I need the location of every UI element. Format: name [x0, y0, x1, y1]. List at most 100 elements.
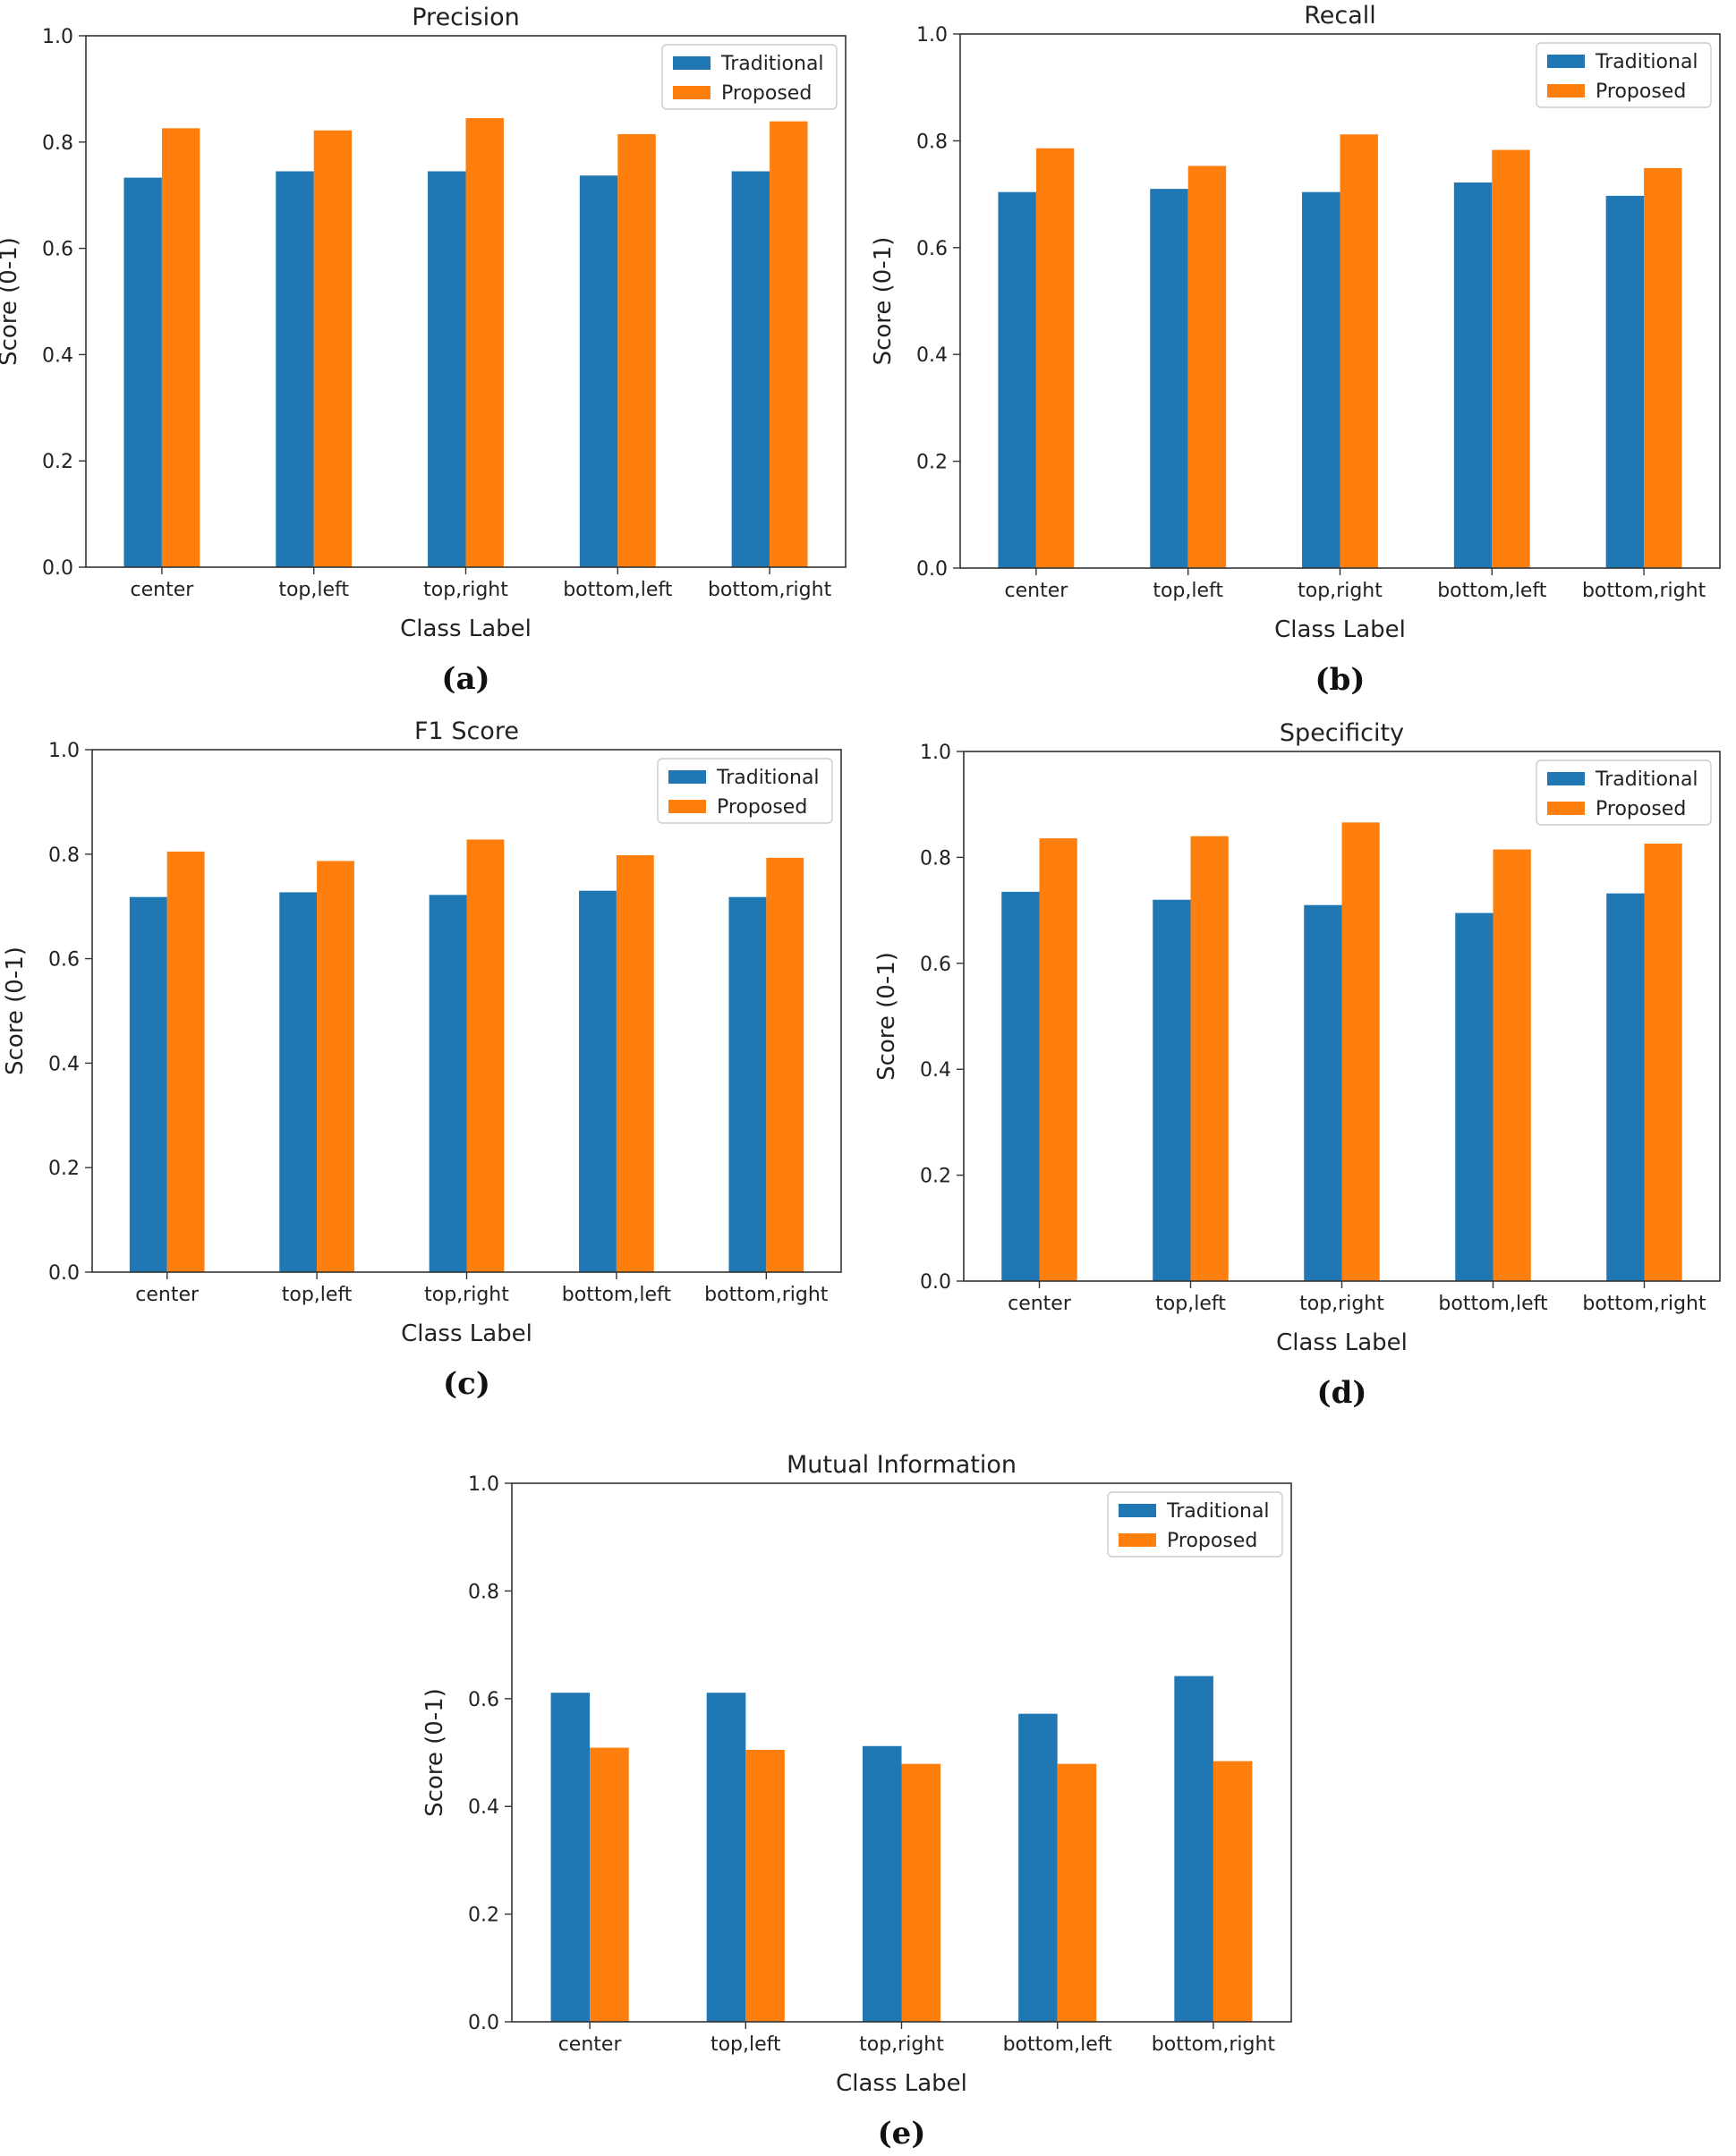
y-axis-label: Score (0-1) — [421, 1688, 448, 1817]
y-tick-label: 0.6 — [468, 1689, 499, 1711]
legend-label-traditional: Traditional — [1595, 51, 1698, 73]
bar-proposed-3 — [466, 839, 505, 1272]
chart-recall: 0.0 0.2 0.4 0.6 0.8 1.0 center top,left top,righ… — [870, 2, 1721, 698]
bar-proposed-2 — [745, 1749, 785, 2022]
bar-traditional-3 — [1302, 191, 1340, 568]
bar-traditional-2 — [1153, 899, 1191, 1281]
x-tick-label: center — [135, 1284, 200, 1306]
bar-proposed-3 — [465, 118, 504, 567]
y-tick-label: 0.4 — [468, 1796, 499, 1819]
bar-traditional-1 — [123, 177, 162, 567]
legend-label-proposed: Proposed — [717, 796, 807, 819]
y-tick-label: 0.0 — [48, 1262, 80, 1285]
bar-proposed-4 — [616, 854, 654, 1272]
panel-caption: (c) — [443, 1366, 490, 1402]
legend-swatch-traditional — [668, 770, 706, 784]
panel-caption: (b) — [1315, 662, 1366, 698]
x-axis-label: Class Label — [401, 1320, 532, 1347]
bar-traditional-1 — [550, 1693, 591, 2022]
panel-caption: (a) — [441, 661, 489, 697]
y-tick-label: 0.8 — [42, 132, 73, 155]
legend-swatch-traditional — [1119, 1504, 1156, 1517]
bar-proposed-2 — [1190, 836, 1229, 1281]
y-tick-label: 0.4 — [920, 1059, 951, 1082]
bar-traditional-1 — [1001, 891, 1040, 1281]
bar-traditional-2 — [1150, 189, 1188, 568]
bar-traditional-4 — [1455, 912, 1493, 1281]
x-tick-label: top,left — [1153, 580, 1223, 602]
bar-proposed-2 — [1187, 166, 1227, 569]
bar-traditional-4 — [1018, 1713, 1058, 2022]
bar-traditional-1 — [998, 191, 1036, 568]
legend-swatch-proposed — [668, 800, 706, 813]
panel-caption: (e) — [878, 2116, 926, 2152]
y-tick-label: 0.2 — [916, 452, 948, 474]
y-tick-label: 0.8 — [468, 1581, 499, 1603]
bar-traditional-5 — [728, 896, 767, 1272]
legend-label-proposed: Proposed — [721, 82, 812, 105]
bar-traditional-5 — [1174, 1676, 1213, 2022]
chart-title: Mutual Information — [787, 1451, 1017, 1479]
x-tick-label: top,left — [282, 1284, 353, 1306]
legend-label-proposed: Proposed — [1596, 81, 1686, 103]
x-tick-label: bottom,left — [1437, 580, 1547, 602]
x-tick-label: center — [1005, 580, 1069, 602]
bar-traditional-4 — [579, 175, 618, 568]
x-tick-label: top,right — [424, 1284, 509, 1306]
x-axis-label: Class Label — [1274, 616, 1406, 643]
legend-label-proposed: Proposed — [1167, 1530, 1257, 1552]
x-tick-label: bottom,right — [1152, 2033, 1276, 2056]
chart-title: Recall — [1304, 2, 1376, 30]
chart-specificity: 0.0 0.2 0.4 0.6 0.8 1.0 center top,left top,righ… — [873, 719, 1721, 1411]
bar-traditional-2 — [279, 892, 318, 1272]
y-tick-label: 0.0 — [468, 2012, 499, 2034]
y-tick-label: 0.2 — [920, 1166, 951, 1188]
bar-traditional-5 — [731, 171, 770, 567]
bar-proposed-4 — [1492, 149, 1530, 568]
chart-title: Specificity — [1280, 719, 1404, 747]
y-tick-label: 0.4 — [916, 344, 948, 367]
bar-proposed-5 — [1213, 1761, 1253, 2022]
x-tick-label: bottom,left — [1438, 1293, 1548, 1315]
x-tick-label: bottom,right — [704, 1284, 829, 1306]
legend-label-proposed: Proposed — [1596, 798, 1686, 820]
x-tick-label: bottom,left — [1003, 2033, 1113, 2056]
x-tick-label: top,left — [278, 579, 349, 601]
bar-proposed-3 — [1341, 822, 1380, 1281]
x-tick-label: top,right — [859, 2033, 944, 2056]
bar-traditional-4 — [579, 890, 617, 1272]
legend-swatch-traditional — [1547, 772, 1585, 785]
y-tick-label: 1.0 — [42, 26, 73, 48]
bar-proposed-5 — [766, 857, 804, 1272]
legend-label-traditional: Traditional — [1166, 1500, 1270, 1523]
bar-proposed-1 — [590, 1747, 629, 2022]
y-tick-label: 0.6 — [916, 238, 948, 260]
chart-mutual-information: 0.0 0.2 0.4 0.6 0.8 1.0 center top,left top,righ… — [421, 1451, 1292, 2152]
y-axis-label: Score (0-1) — [870, 237, 897, 366]
legend-label-traditional: Traditional — [1595, 768, 1698, 791]
bar-proposed-5 — [770, 121, 808, 567]
legend-swatch-proposed — [1119, 1533, 1156, 1547]
panel-caption: (d) — [1317, 1375, 1367, 1411]
x-tick-label: bottom,left — [562, 1284, 672, 1306]
bar-proposed-2 — [313, 130, 353, 567]
y-tick-label: 0.8 — [916, 131, 948, 153]
bar-traditional-3 — [862, 1745, 902, 2022]
y-tick-label: 0.6 — [920, 954, 951, 976]
bar-proposed-5 — [1644, 167, 1682, 569]
x-tick-label: top,right — [1299, 1293, 1384, 1315]
bar-proposed-3 — [901, 1763, 941, 2022]
legend-swatch-proposed — [673, 86, 711, 99]
y-tick-label: 0.8 — [48, 845, 80, 867]
y-tick-label: 1.0 — [48, 740, 80, 762]
x-tick-label: top,right — [1298, 580, 1383, 602]
chart-f1-score: 0.0 0.2 0.4 0.6 0.8 1.0 center top,left top,righ… — [2, 717, 842, 1402]
chart-title: F1 Score — [414, 717, 519, 745]
bar-proposed-1 — [161, 128, 200, 567]
legend-label-traditional: Traditional — [716, 767, 820, 789]
x-tick-label: center — [1008, 1293, 1072, 1315]
y-tick-label: 0.0 — [916, 558, 948, 581]
x-tick-label: bottom,right — [708, 579, 832, 601]
y-axis-label: Score (0-1) — [873, 952, 900, 1081]
